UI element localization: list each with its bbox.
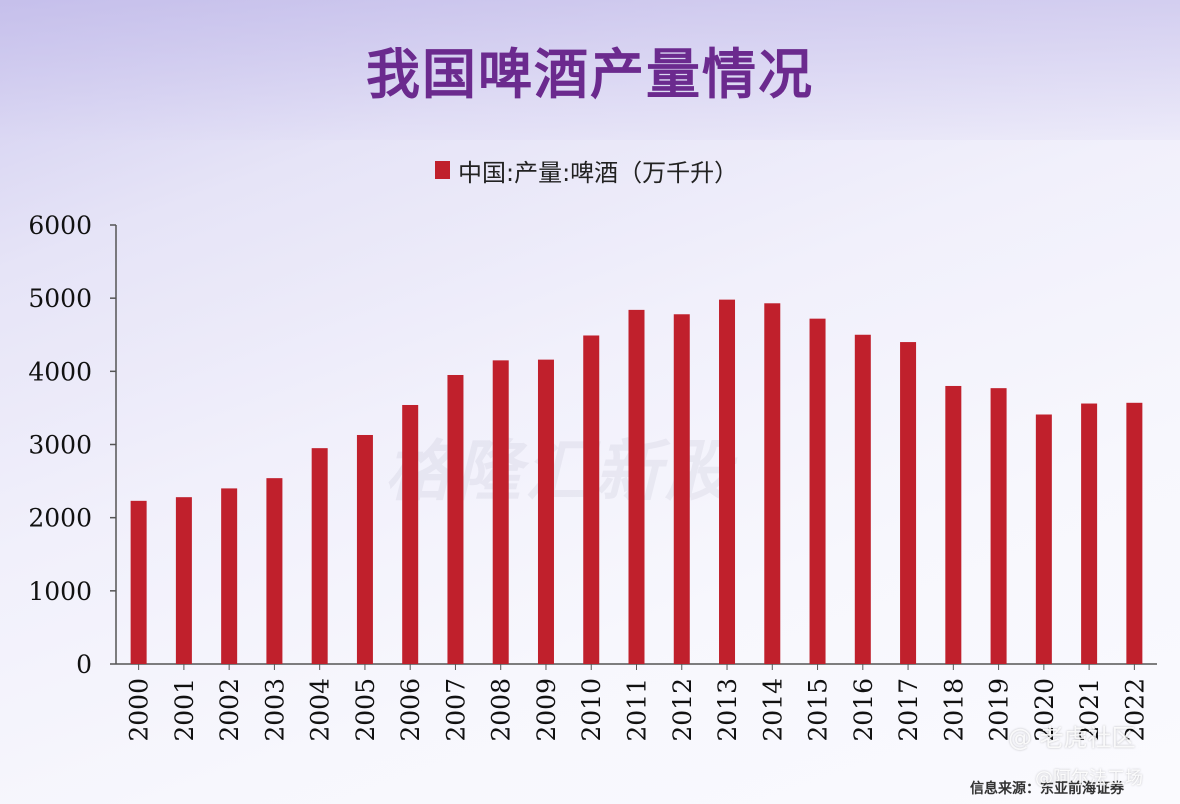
x-tick-label: 2011	[623, 678, 652, 742]
x-tick-label: 2013	[713, 678, 742, 742]
y-tick-label: 4000	[28, 357, 92, 386]
y-tick-label: 0	[76, 650, 92, 679]
bar	[311, 448, 328, 664]
bar	[447, 374, 464, 664]
chart-title: 我国啤酒产量情况	[366, 42, 814, 106]
x-tick-label: 2020	[1030, 678, 1059, 742]
bar	[492, 360, 509, 664]
bar	[900, 342, 917, 664]
x-tick-label: 2004	[306, 678, 335, 742]
x-tick-label: 2001	[170, 678, 199, 742]
bar	[537, 359, 554, 664]
bar	[266, 478, 283, 664]
x-tick-label: 2006	[396, 678, 425, 742]
bar	[854, 334, 871, 664]
x-tick-label: 2021	[1075, 678, 1104, 742]
y-tick-label: 3000	[28, 431, 92, 460]
y-tick-label: 2000	[28, 504, 92, 533]
x-tick-label: 2017	[894, 678, 923, 742]
bar	[583, 335, 600, 664]
source-note: 信息来源：东亚前海证券	[970, 781, 1124, 797]
x-tick-label: 2009	[532, 678, 561, 742]
x-tick-label: 2000	[125, 678, 154, 742]
bar	[945, 385, 962, 664]
x-tick-label: 2012	[668, 678, 697, 742]
x-tick-label: 2014	[758, 678, 787, 742]
y-tick-label: 1000	[28, 577, 92, 606]
x-tick-label: 2007	[441, 678, 470, 742]
legend: 中国:产量:啤酒（万千升）	[435, 153, 738, 187]
x-tick-label: 2016	[849, 678, 878, 742]
bar	[1126, 402, 1143, 664]
community-watermark: @ 老虎社区	[1008, 724, 1136, 752]
bar	[130, 500, 147, 664]
bar	[809, 318, 826, 664]
legend-label: 中国:产量:啤酒（万千升）	[458, 158, 739, 187]
x-tick-label: 2005	[351, 678, 380, 742]
bar	[628, 309, 645, 664]
bar	[356, 434, 373, 664]
x-tick-label: 2008	[487, 678, 516, 742]
bar	[990, 388, 1007, 664]
y-tick-label: 6000	[28, 211, 92, 240]
x-tick-label: 2002	[215, 678, 244, 742]
x-tick-label: 2019	[985, 678, 1014, 742]
legend-swatch	[435, 161, 450, 179]
x-tick-label: 2015	[804, 678, 833, 742]
bar	[673, 314, 690, 664]
y-tick-label: 5000	[28, 284, 92, 313]
x-tick-label: 2022	[1120, 678, 1149, 742]
x-tick-label: 2010	[577, 678, 606, 742]
bar	[764, 303, 781, 664]
bar	[1035, 414, 1052, 664]
bar	[719, 299, 736, 664]
bar	[1081, 403, 1098, 664]
bar	[402, 404, 419, 664]
bar	[221, 488, 238, 664]
x-tick-label: 2018	[939, 678, 968, 742]
center-watermark: 格隆汇新股	[385, 433, 735, 510]
x-tick-label: 2003	[260, 678, 289, 742]
author-watermark: @阿尔法工场	[1035, 768, 1143, 789]
bar	[175, 497, 192, 664]
